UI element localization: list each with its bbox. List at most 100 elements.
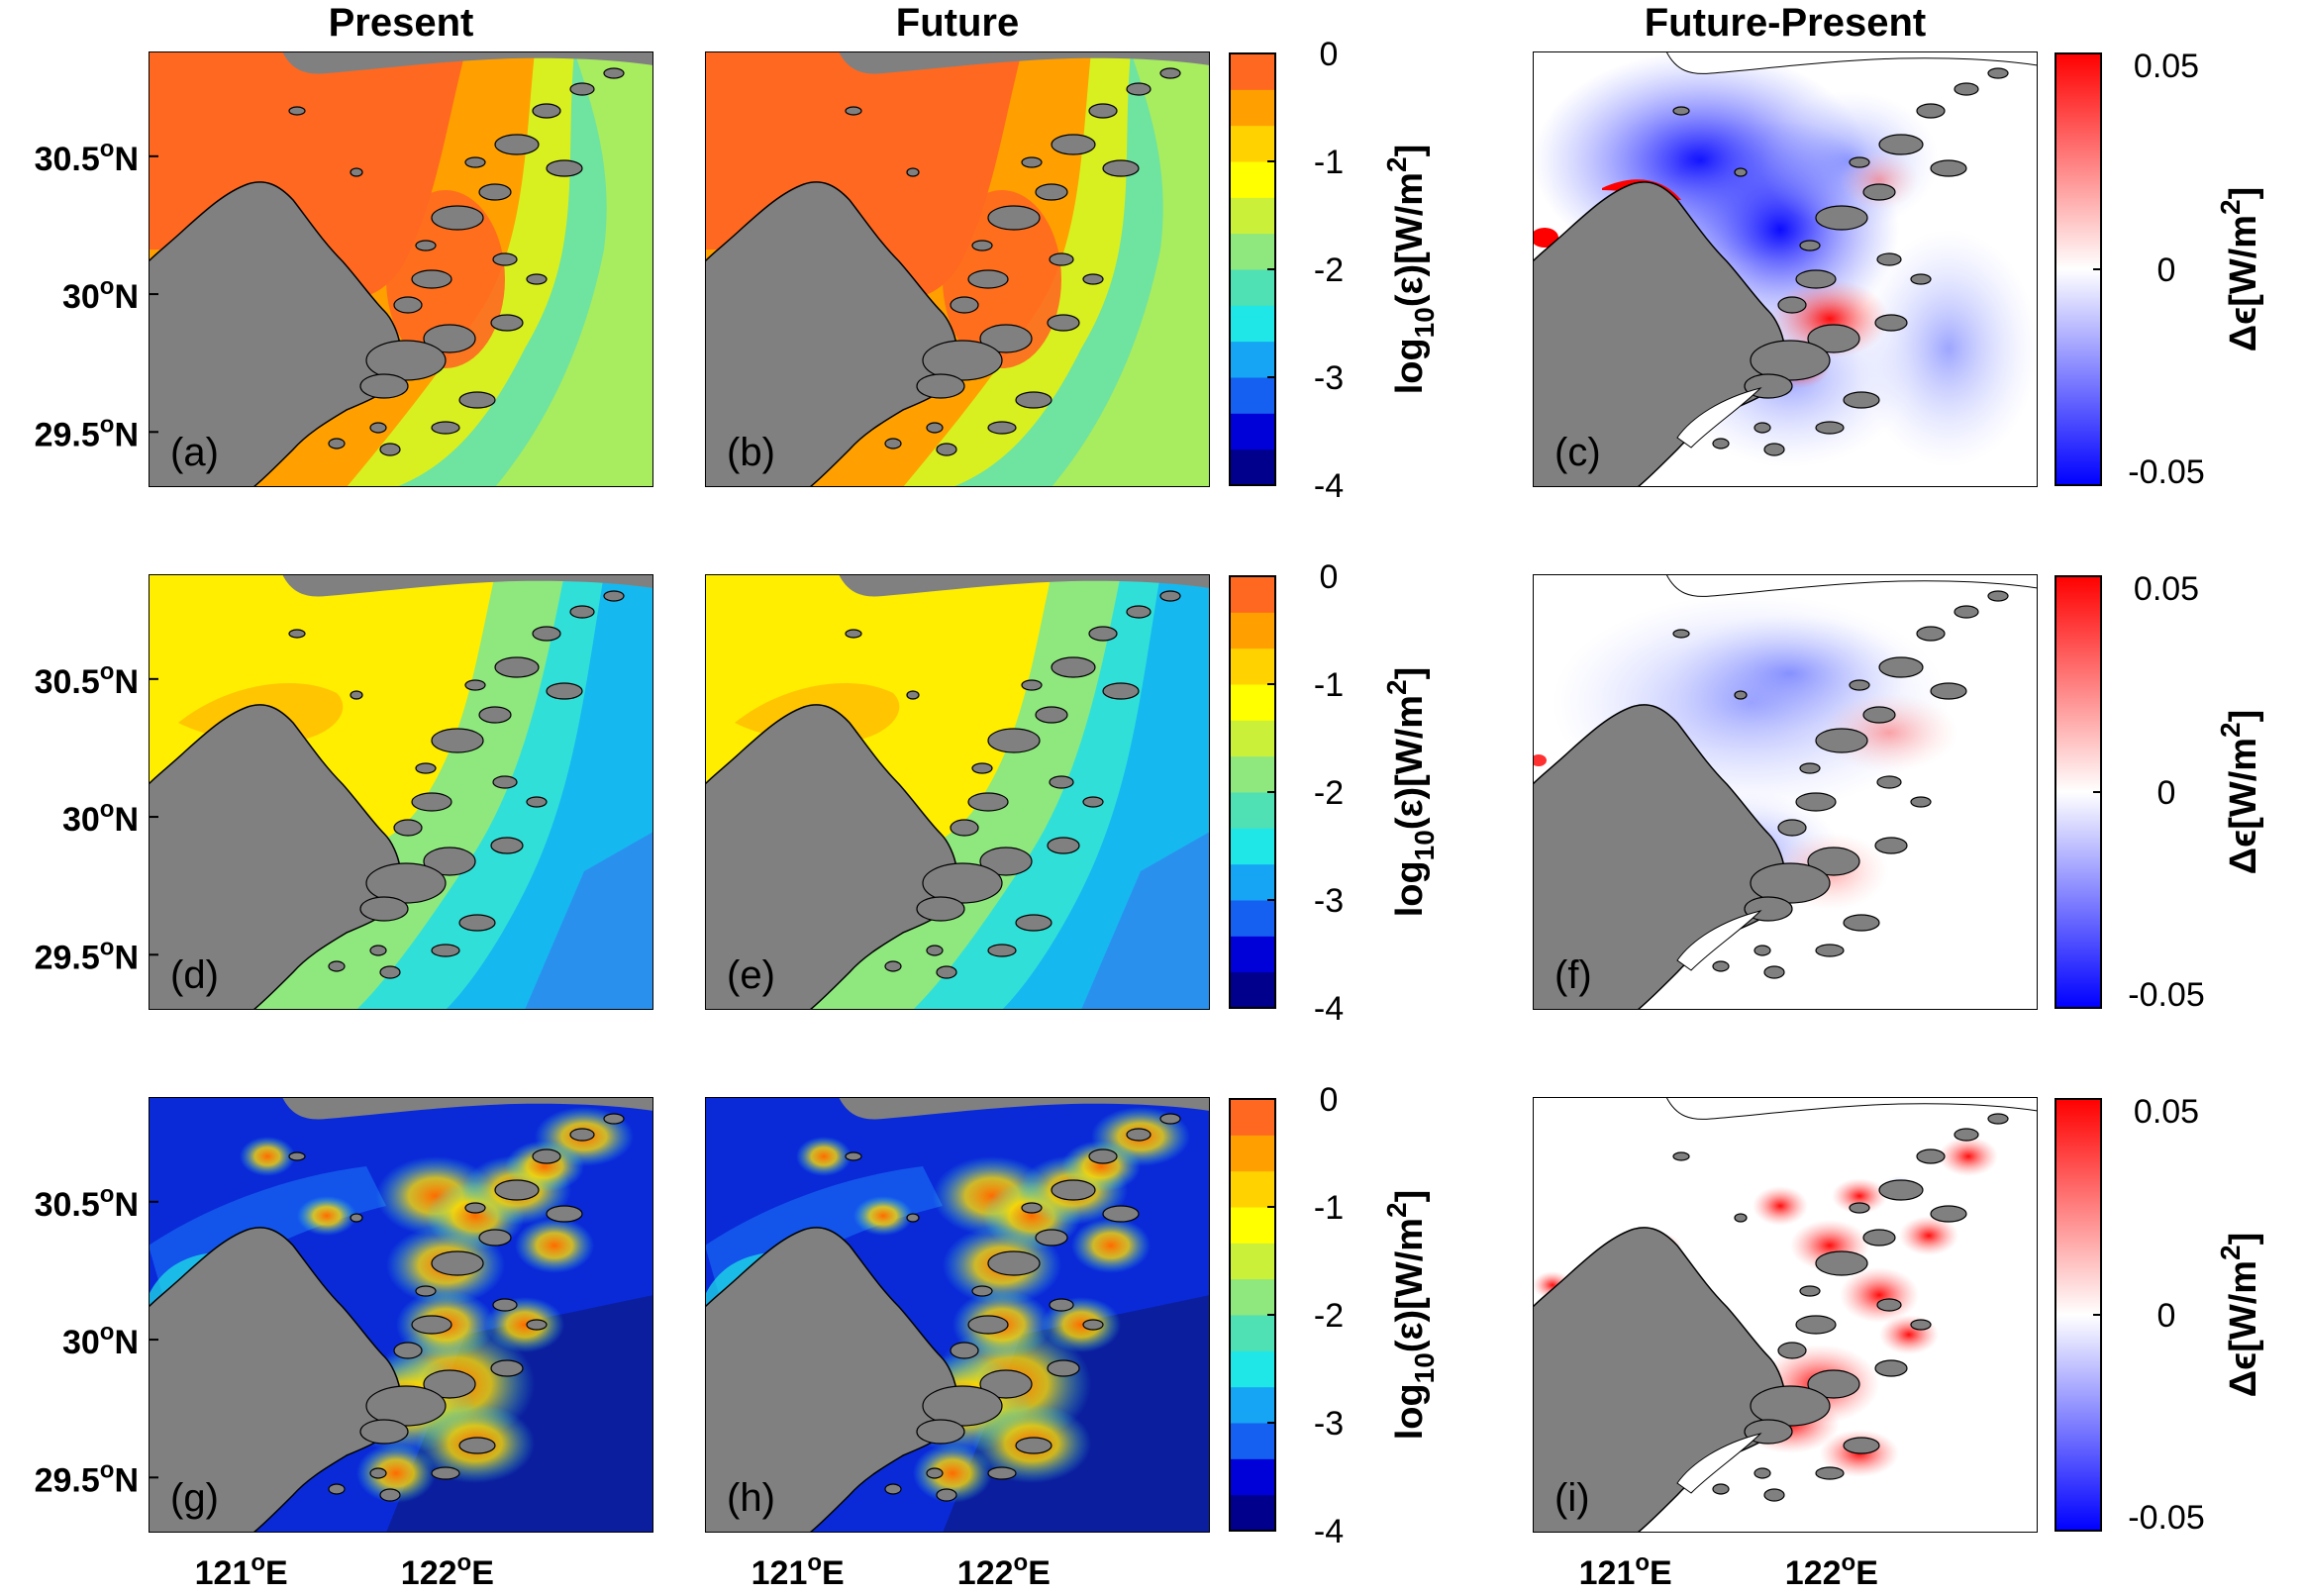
colorbar-segment [1230,576,1275,613]
x-tick-label: 122oE [957,1549,1051,1592]
column-title: Future-Present [1645,1,1927,45]
colorbar-segment [1230,197,1275,235]
column-title: Future [896,1,1019,45]
colorbar-tick-label: -1 [1314,144,1344,181]
map-panel-e: (e) [705,574,1210,1010]
colorbar-segment [1230,377,1275,414]
colorbar-segment [1230,161,1275,198]
labels-layer: Present Future Future-Present 30.5oN 30oN 29.… [35,1,1927,1592]
colorbar-segment [1230,341,1275,378]
colorbar-log-label: log10(ε)[W/m2] [1381,667,1440,918]
colorbar-segment [1230,612,1275,649]
panel-letter: (a) [170,431,219,474]
colorbar-segment [1230,1243,1275,1280]
colorbar-segment [1230,1207,1275,1244]
x-tick-label: 121oE [752,1549,845,1592]
colorbar-segment [1230,971,1275,1009]
colorbar-tick-label: -2 [1314,1297,1344,1335]
colorbar-segment [1230,1135,1275,1172]
panel-letter: (b) [727,431,775,474]
colorbar-segment [1230,53,1275,90]
colorbar-tick-label: 0 [1320,1081,1339,1119]
y-tick-label: 29.5oN [35,411,139,453]
colorbar-segment [1230,1458,1275,1496]
map-panel-i: (i) [1533,1097,2038,1533]
colorbar-segment [1230,720,1275,757]
colorbars-layer: 0 -1 -2 -3 -4 log10(ε)[W/m2] 0.05 0 -0.05 Δϵ[W/m2… [1229,36,2264,1550]
y-tick-label: 30.5oN [35,1181,139,1224]
colorbar-segment [1230,684,1275,721]
colorbar-tick-label: -1 [1314,1189,1344,1227]
colorbar-segment [1230,269,1275,306]
colorbar-tick-label: -0.05 [2128,453,2205,491]
colorbar-tick-label: 0.05 [2134,1093,2199,1131]
colorbar-segment [1230,89,1275,127]
colorbar-segment [1230,233,1275,270]
colorbar-tick-label: -4 [1314,467,1344,505]
colorbar-segment [1230,792,1275,829]
colorbar-tick-label: -0.05 [2128,1499,2205,1537]
panel-letter: (d) [170,953,219,997]
colorbar-tick-label: -3 [1314,882,1344,920]
colorbar-segment [1230,1315,1275,1351]
colorbar-segment [1230,1099,1275,1136]
x-tick-label: 121oE [1579,1549,1672,1592]
y-tick-label: 29.5oN [35,1456,139,1499]
colorbar-segment [1230,125,1275,162]
colorbar-diff-label: Δϵ[W/m2] [2215,710,2264,875]
colorbar-segment [1230,755,1275,793]
map-panel-g: (g) [149,1097,653,1533]
colorbar-segment [1230,305,1275,343]
colorbar-tick-label: -2 [1314,251,1344,289]
colorbar-segment [1230,1423,1275,1459]
map-panel-a: (a) [149,51,653,487]
colorbar-tick-label: 0 [2157,774,2176,812]
colorbar-segment [1230,648,1275,685]
y-tick-label: 29.5oN [35,934,139,976]
colorbar-segment [1230,1350,1275,1388]
panel-letter: (h) [727,1476,775,1520]
colorbar-diff: 0.05 0 -0.05 Δϵ[W/m2] [2054,1093,2264,1537]
colorbar-log-label: log10(ε)[W/m2] [1381,145,1440,395]
colorbar-tick-label: -4 [1314,1513,1344,1550]
colorbar-segment [1230,936,1275,973]
colorbar-segment [1230,413,1275,450]
y-tick-label: 30.5oN [35,658,139,701]
colorbar-tick-label: -0.05 [2128,976,2205,1014]
map-panel-b: (b) [705,51,1210,487]
colorbar-diff-label: Δϵ[W/m2] [2215,187,2264,352]
colorbar-tick-label: 0.05 [2134,570,2199,608]
colorbar-tick-label: 0 [2157,251,2176,289]
map-panel-f: (f) [1533,574,2038,1010]
x-tick-label: 122oE [1785,1549,1878,1592]
map-panel-h: (h) [705,1097,1210,1533]
y-tick-label: 30oN [62,1319,139,1361]
colorbar-segment [1230,1386,1275,1424]
y-tick-label: 30oN [62,796,139,839]
colorbar-log: 0 -1 -2 -3 -4 log10(ε)[W/m2] [1229,1081,1440,1550]
panel-letter: (e) [727,953,775,997]
colorbar-tick-label: -3 [1314,359,1344,397]
x-tick-label: 121oE [195,1549,288,1592]
colorbar-tick-label: -4 [1314,990,1344,1028]
colorbar-segment [1230,863,1275,901]
colorbar-diff-label: Δϵ[W/m2] [2215,1233,2264,1398]
colorbar-tick-label: 0.05 [2134,48,2199,85]
colorbar-tick-label: 0 [2157,1297,2176,1335]
colorbar-segment [1230,1170,1275,1208]
colorbar-tick-label: -2 [1314,774,1344,812]
colorbar-segment [1230,828,1275,865]
panels-layer: (a) (b) (c) (d) (e) (f) (g) (h) (i) [149,51,2038,1533]
panel-letter: (i) [1554,1476,1590,1520]
panel-letter: (f) [1554,953,1592,997]
colorbar-segment [1230,900,1275,937]
colorbar-tick-label: 0 [1320,36,1339,73]
colorbar-tick-label: -1 [1314,666,1344,704]
panel-letter: (c) [1554,431,1601,474]
colorbar-tick-label: 0 [1320,558,1339,596]
colorbar-log: 0 -1 -2 -3 -4 log10(ε)[W/m2] [1229,558,1440,1028]
panel-letter: (g) [170,1476,219,1520]
colorbar-log: 0 -1 -2 -3 -4 log10(ε)[W/m2] [1229,36,1440,505]
column-title: Present [329,1,474,45]
